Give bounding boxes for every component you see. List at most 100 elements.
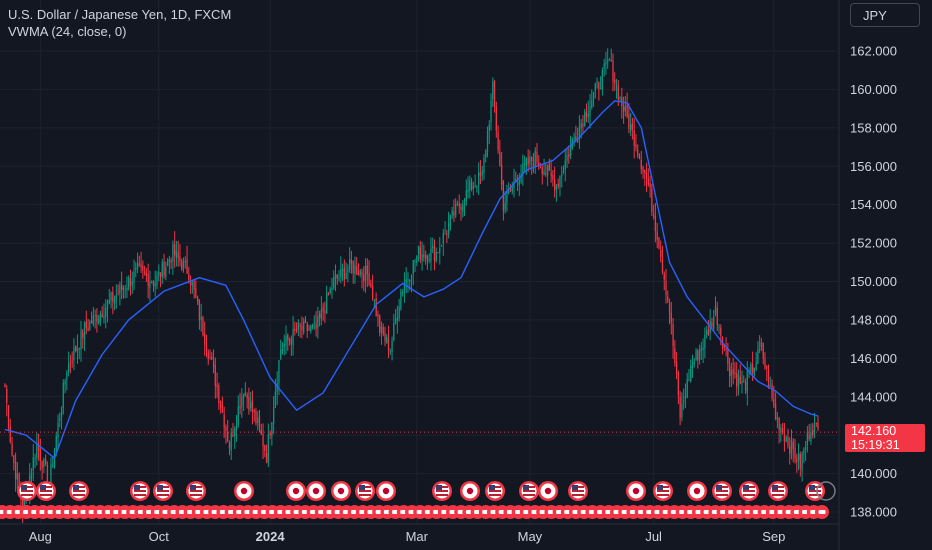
candle-body <box>688 380 690 382</box>
candle <box>557 178 559 190</box>
flag-stripe <box>134 494 146 496</box>
jp-flag-event-icon[interactable] <box>376 481 396 501</box>
jp-flag-event-icon[interactable] <box>234 481 254 501</box>
candle <box>336 274 338 285</box>
candle <box>398 298 400 322</box>
us-flag-event-icon[interactable] <box>432 481 452 501</box>
candle <box>16 461 19 489</box>
us-flag-event-icon[interactable] <box>739 481 759 501</box>
more-events-icon[interactable] <box>816 481 836 501</box>
us-flag-event-icon[interactable] <box>153 481 173 501</box>
us-flag-event-icon[interactable] <box>568 481 588 501</box>
event-marker-icon[interactable] <box>815 505 829 519</box>
candle <box>584 108 586 128</box>
candle <box>396 305 399 334</box>
candle <box>14 452 17 492</box>
candle <box>483 154 485 180</box>
candle <box>658 236 660 250</box>
candle-body <box>493 81 496 107</box>
flag-canton <box>572 485 578 490</box>
candle-body <box>347 269 349 272</box>
jp-flag-event-icon[interactable] <box>460 481 480 501</box>
candle-body <box>285 335 287 346</box>
candle-body <box>469 180 471 191</box>
candle-body <box>13 455 15 463</box>
candle-body <box>576 138 579 143</box>
us-flag-event-icon[interactable] <box>519 481 539 501</box>
candle <box>320 296 323 326</box>
candle <box>500 151 503 191</box>
x-tick-label: Aug <box>29 529 52 544</box>
candle-body <box>720 327 722 336</box>
us-flag-event-icon[interactable] <box>712 481 732 501</box>
candle <box>269 430 271 440</box>
us-flag-event-icon[interactable] <box>805 481 825 501</box>
candle <box>242 393 245 411</box>
candle-body <box>663 274 665 280</box>
candle <box>246 392 248 409</box>
candle-body <box>138 262 140 266</box>
flag-stripe <box>743 490 755 492</box>
candle <box>564 148 566 182</box>
jp-flag-event-icon[interactable] <box>286 481 306 501</box>
jp-flag-event-icon[interactable] <box>538 481 558 501</box>
candle-body <box>424 254 427 259</box>
candle <box>787 428 789 449</box>
jp-flag-event-icon[interactable] <box>306 481 326 501</box>
us-flag-event-icon[interactable] <box>186 481 206 501</box>
candle <box>637 144 639 159</box>
flag-stripe <box>657 494 669 496</box>
candle <box>177 240 179 267</box>
candle-body <box>534 149 536 168</box>
candle-body <box>299 324 301 327</box>
candle <box>78 347 80 360</box>
candle <box>605 51 607 75</box>
jp-flag-event-icon[interactable] <box>331 481 351 501</box>
us-flag-event-icon[interactable] <box>653 481 673 501</box>
candle <box>527 149 529 172</box>
candle <box>506 184 508 212</box>
candle <box>693 358 695 368</box>
us-flag-event-icon[interactable] <box>768 481 788 501</box>
candle <box>343 259 345 287</box>
candle-body <box>607 60 609 63</box>
jp-flag-event-icon[interactable] <box>626 481 646 501</box>
flag-stripe <box>489 494 501 496</box>
candle <box>285 325 287 355</box>
candle-body <box>684 396 687 399</box>
candle <box>492 77 494 107</box>
candle-body <box>241 396 243 407</box>
flag-canton <box>809 485 815 490</box>
jp-flag-event-icon[interactable] <box>687 481 707 501</box>
candle <box>43 457 45 473</box>
us-flag-event-icon[interactable] <box>36 481 56 501</box>
us-flag-event-icon[interactable] <box>69 481 89 501</box>
candle-body <box>449 215 452 226</box>
candle <box>207 349 209 366</box>
us-flag-event-icon[interactable] <box>485 481 505 501</box>
candle <box>348 247 351 273</box>
candle-body <box>568 154 570 157</box>
candle-body <box>490 100 492 123</box>
candle <box>196 295 199 305</box>
flag-sun <box>466 487 474 495</box>
candle-body <box>193 280 195 291</box>
currency-button[interactable]: JPY <box>850 3 920 27</box>
us-flag-event-icon[interactable] <box>355 481 375 501</box>
candle-body <box>815 423 817 425</box>
candle-body <box>281 348 284 352</box>
us-flag-event-icon[interactable] <box>130 481 150 501</box>
candle <box>582 114 584 133</box>
candle <box>361 268 363 289</box>
candle-body <box>478 171 480 185</box>
candle <box>287 333 289 351</box>
candle <box>711 317 713 329</box>
candle <box>599 76 602 90</box>
us-flag-event-icon[interactable] <box>17 481 37 501</box>
candle-body <box>737 374 740 389</box>
candle <box>133 259 135 291</box>
candle <box>280 339 282 361</box>
candle-body <box>101 314 103 318</box>
